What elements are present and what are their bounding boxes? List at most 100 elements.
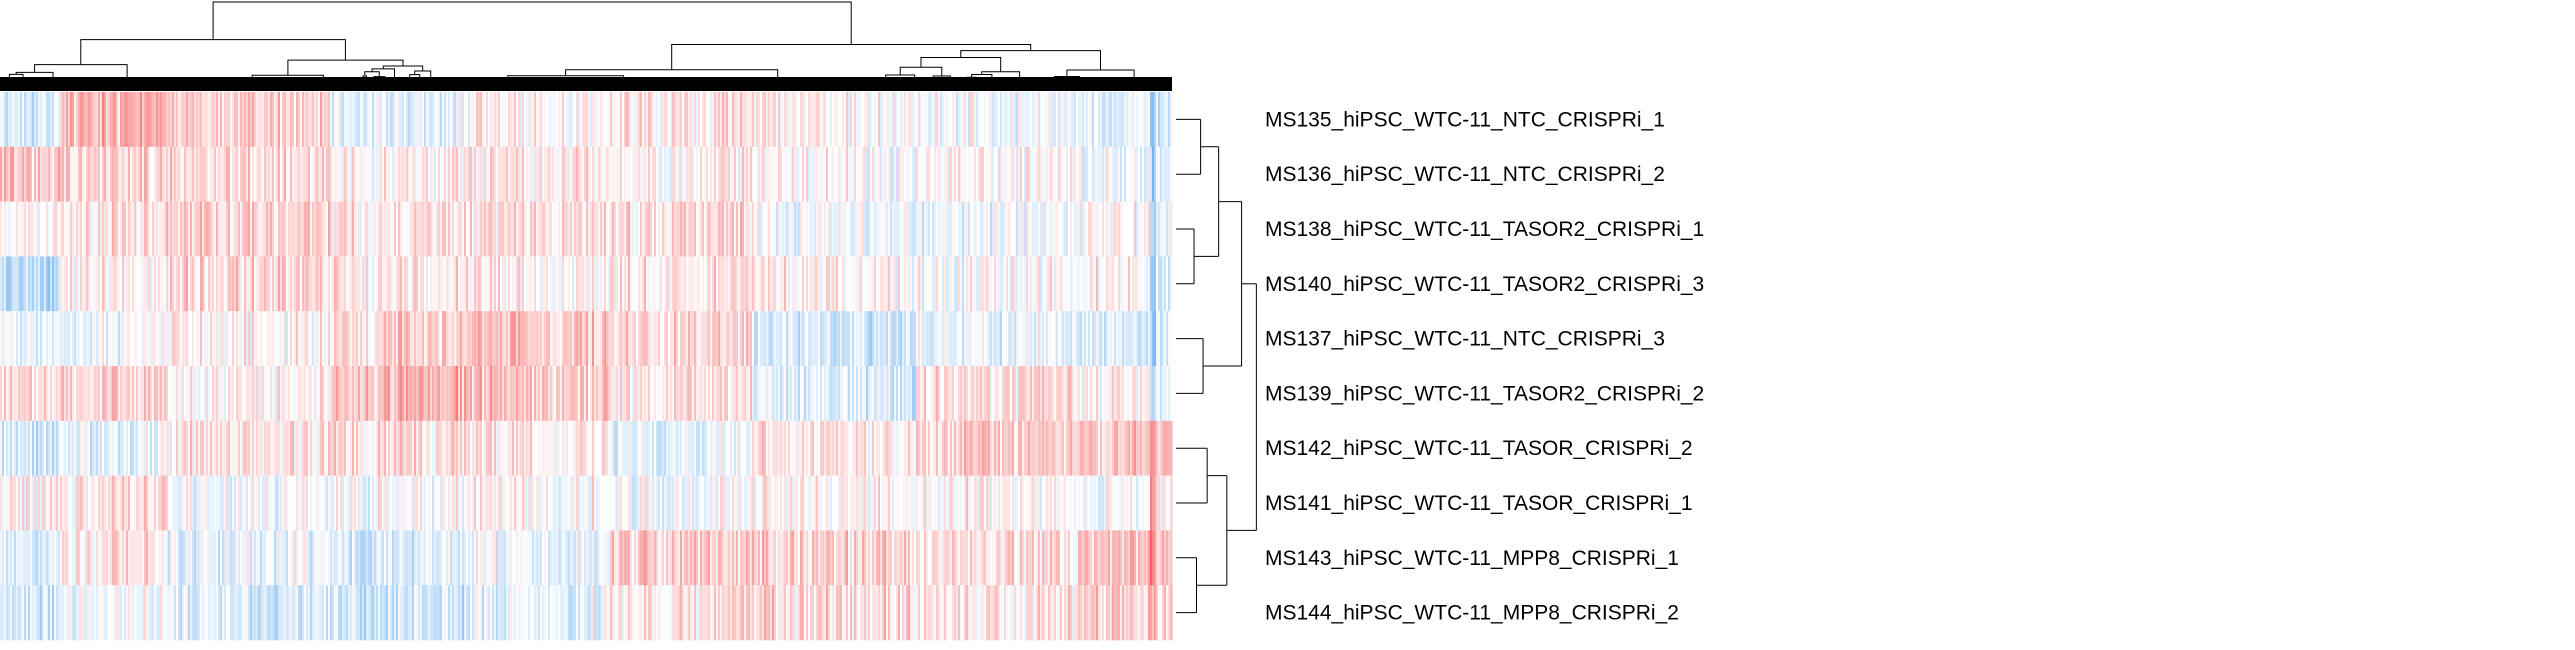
heatmap-cell — [574, 420, 577, 476]
heatmap-cell — [534, 311, 537, 367]
heatmap-cell — [564, 92, 567, 148]
heatmap-cell — [342, 201, 345, 257]
heatmap-cell — [88, 475, 91, 531]
heatmap-cell — [108, 420, 111, 476]
heatmap-cell — [224, 420, 227, 476]
heatmap-cell — [462, 420, 465, 476]
heatmap-cell — [740, 92, 743, 148]
heatmap-cell — [862, 475, 865, 531]
heatmap-cell — [246, 366, 249, 422]
heatmap-cell — [556, 311, 559, 367]
heatmap-cell — [646, 420, 649, 476]
heatmap-cell — [958, 201, 961, 257]
heatmap-cell — [918, 311, 921, 367]
heatmap-cell — [738, 256, 741, 312]
heatmap-cell — [972, 201, 975, 257]
heatmap-cell — [568, 256, 571, 312]
heatmap-cell — [20, 256, 23, 312]
heatmap-cell — [790, 311, 793, 367]
heatmap-cell — [542, 92, 545, 148]
heatmap-cell — [594, 585, 597, 641]
heatmap-cell — [336, 585, 339, 641]
heatmap-cell — [926, 475, 929, 531]
heatmap-cell — [556, 420, 559, 476]
heatmap-cell — [292, 311, 295, 367]
heatmap-cell — [680, 475, 683, 531]
heatmap-cell — [314, 366, 317, 422]
heatmap-cell — [656, 585, 659, 641]
heatmap-cell — [196, 530, 199, 586]
heatmap-cell — [614, 420, 617, 476]
heatmap-cell — [730, 311, 733, 367]
heatmap-cell — [130, 201, 133, 257]
heatmap-cell — [306, 256, 309, 312]
heatmap-cell — [140, 92, 143, 148]
heatmap-cell — [204, 366, 207, 422]
heatmap-cell — [884, 475, 887, 531]
heatmap-cell — [790, 201, 793, 257]
heatmap-cell — [174, 420, 177, 476]
heatmap-cell — [630, 311, 633, 367]
heatmap-cell — [770, 92, 773, 148]
heatmap-cell — [132, 475, 135, 531]
heatmap-cell — [454, 256, 457, 312]
heatmap-cell — [668, 530, 671, 586]
heatmap-cell — [788, 530, 791, 586]
heatmap-cell — [652, 146, 655, 202]
heatmap-cell — [844, 420, 847, 476]
heatmap-cell — [834, 92, 837, 148]
heatmap-cell — [796, 420, 799, 476]
heatmap-cell — [186, 256, 189, 312]
heatmap-cell — [658, 146, 661, 202]
heatmap-cell — [970, 146, 973, 202]
heatmap-cell — [384, 146, 387, 202]
heatmap-cell — [292, 585, 295, 641]
heatmap-cell — [616, 366, 619, 422]
heatmap-cell — [198, 475, 201, 531]
heatmap-cell — [726, 475, 729, 531]
heatmap-cell — [198, 201, 201, 257]
heatmap-cell — [364, 475, 367, 531]
heatmap-cell — [218, 475, 221, 531]
heatmap-cell — [78, 146, 81, 202]
heatmap-cell — [778, 311, 781, 367]
heatmap-cell — [760, 420, 763, 476]
heatmap-cell — [156, 366, 159, 422]
heatmap-cell — [316, 146, 319, 202]
heatmap-cell — [46, 530, 49, 586]
heatmap-cell — [484, 201, 487, 257]
heatmap-cell — [944, 530, 947, 586]
heatmap-cell — [8, 366, 11, 422]
heatmap-cell — [348, 475, 351, 531]
heatmap-cell — [350, 366, 353, 422]
heatmap-cell — [470, 366, 473, 422]
heatmap-cell — [106, 92, 109, 148]
heatmap-cell — [284, 475, 287, 531]
heatmap-cell — [500, 530, 503, 586]
heatmap-cell — [478, 475, 481, 531]
heatmap-cell — [76, 201, 79, 257]
heatmap-cell — [638, 420, 641, 476]
heatmap-cell — [800, 311, 803, 367]
heatmap-cell — [568, 475, 571, 531]
heatmap-cell — [60, 311, 63, 367]
heatmap-cell — [940, 530, 943, 586]
heatmap-cell — [72, 420, 75, 476]
heatmap-cell — [656, 530, 659, 586]
heatmap-cell — [72, 475, 75, 531]
heatmap-cell — [146, 146, 149, 202]
heatmap-cell — [56, 311, 59, 367]
heatmap-cell — [720, 585, 723, 641]
heatmap-cell — [502, 311, 505, 367]
heatmap-cell — [54, 420, 57, 476]
heatmap-cell — [260, 585, 263, 641]
heatmap-cell — [934, 201, 937, 257]
heatmap-cell — [632, 92, 635, 148]
heatmap-cell — [178, 201, 181, 257]
heatmap-cell — [380, 146, 383, 202]
heatmap-cell — [726, 311, 729, 367]
heatmap-cell — [182, 530, 185, 586]
heatmap-cell — [598, 146, 601, 202]
heatmap-cell — [142, 146, 145, 202]
heatmap-cell — [88, 420, 91, 476]
